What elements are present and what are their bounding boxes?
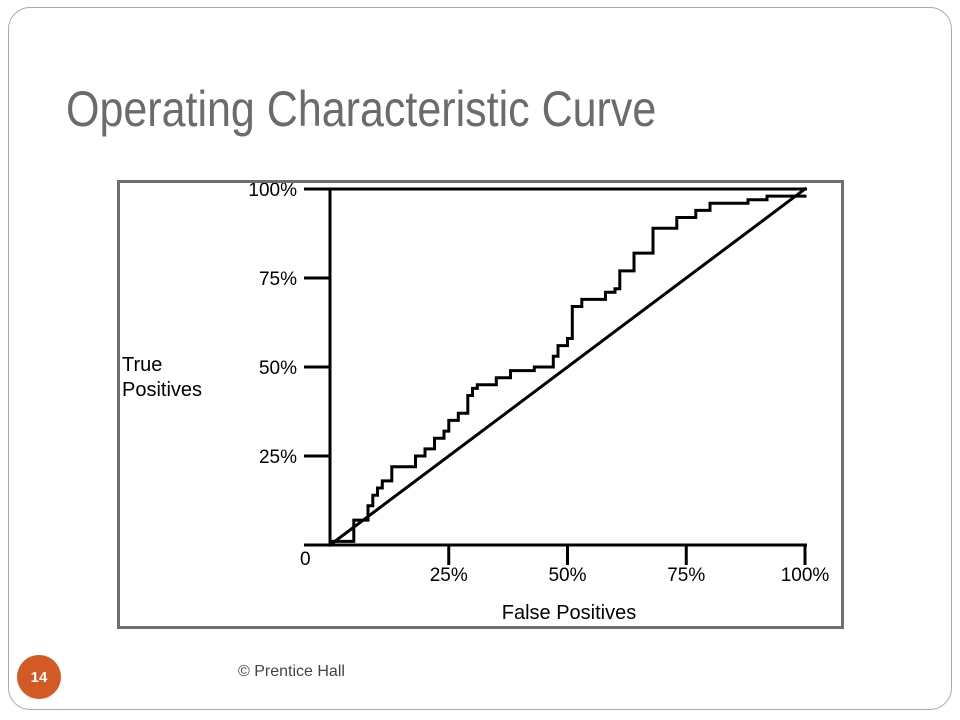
- x-tick-label: 50%: [548, 565, 586, 586]
- y-axis-title-line1: True: [122, 354, 162, 376]
- x-tick-label: 100%: [781, 565, 830, 586]
- slide-number-badge: 14: [17, 655, 61, 699]
- oc-step-curve: [328, 194, 807, 543]
- y-tick-label: 50%: [259, 358, 297, 379]
- y-axis-title-line2: Positives: [122, 379, 202, 401]
- diagonal-reference-line: [327, 186, 808, 548]
- x-axis-title: False Positives: [502, 602, 637, 624]
- chart-frame: 25% 50% 75% 100% 25% 50% 75% 100% 0 False Posit…: [117, 180, 844, 629]
- footer-copyright: © Prentice Hall: [238, 663, 345, 680]
- origin-label: 0: [300, 549, 311, 570]
- oc-curve-chart: 25% 50% 75% 100% 25% 50% 75% 100% 0 False Posit…: [122, 183, 830, 624]
- x-tick-label: 25%: [430, 565, 468, 586]
- x-tick-label: 75%: [667, 565, 705, 586]
- y-tick-label: 25%: [259, 447, 297, 468]
- y-tick-label: 75%: [259, 269, 297, 290]
- y-tick-label: 100%: [248, 183, 297, 201]
- slide-title: Operating Characteristic Curve: [66, 81, 657, 137]
